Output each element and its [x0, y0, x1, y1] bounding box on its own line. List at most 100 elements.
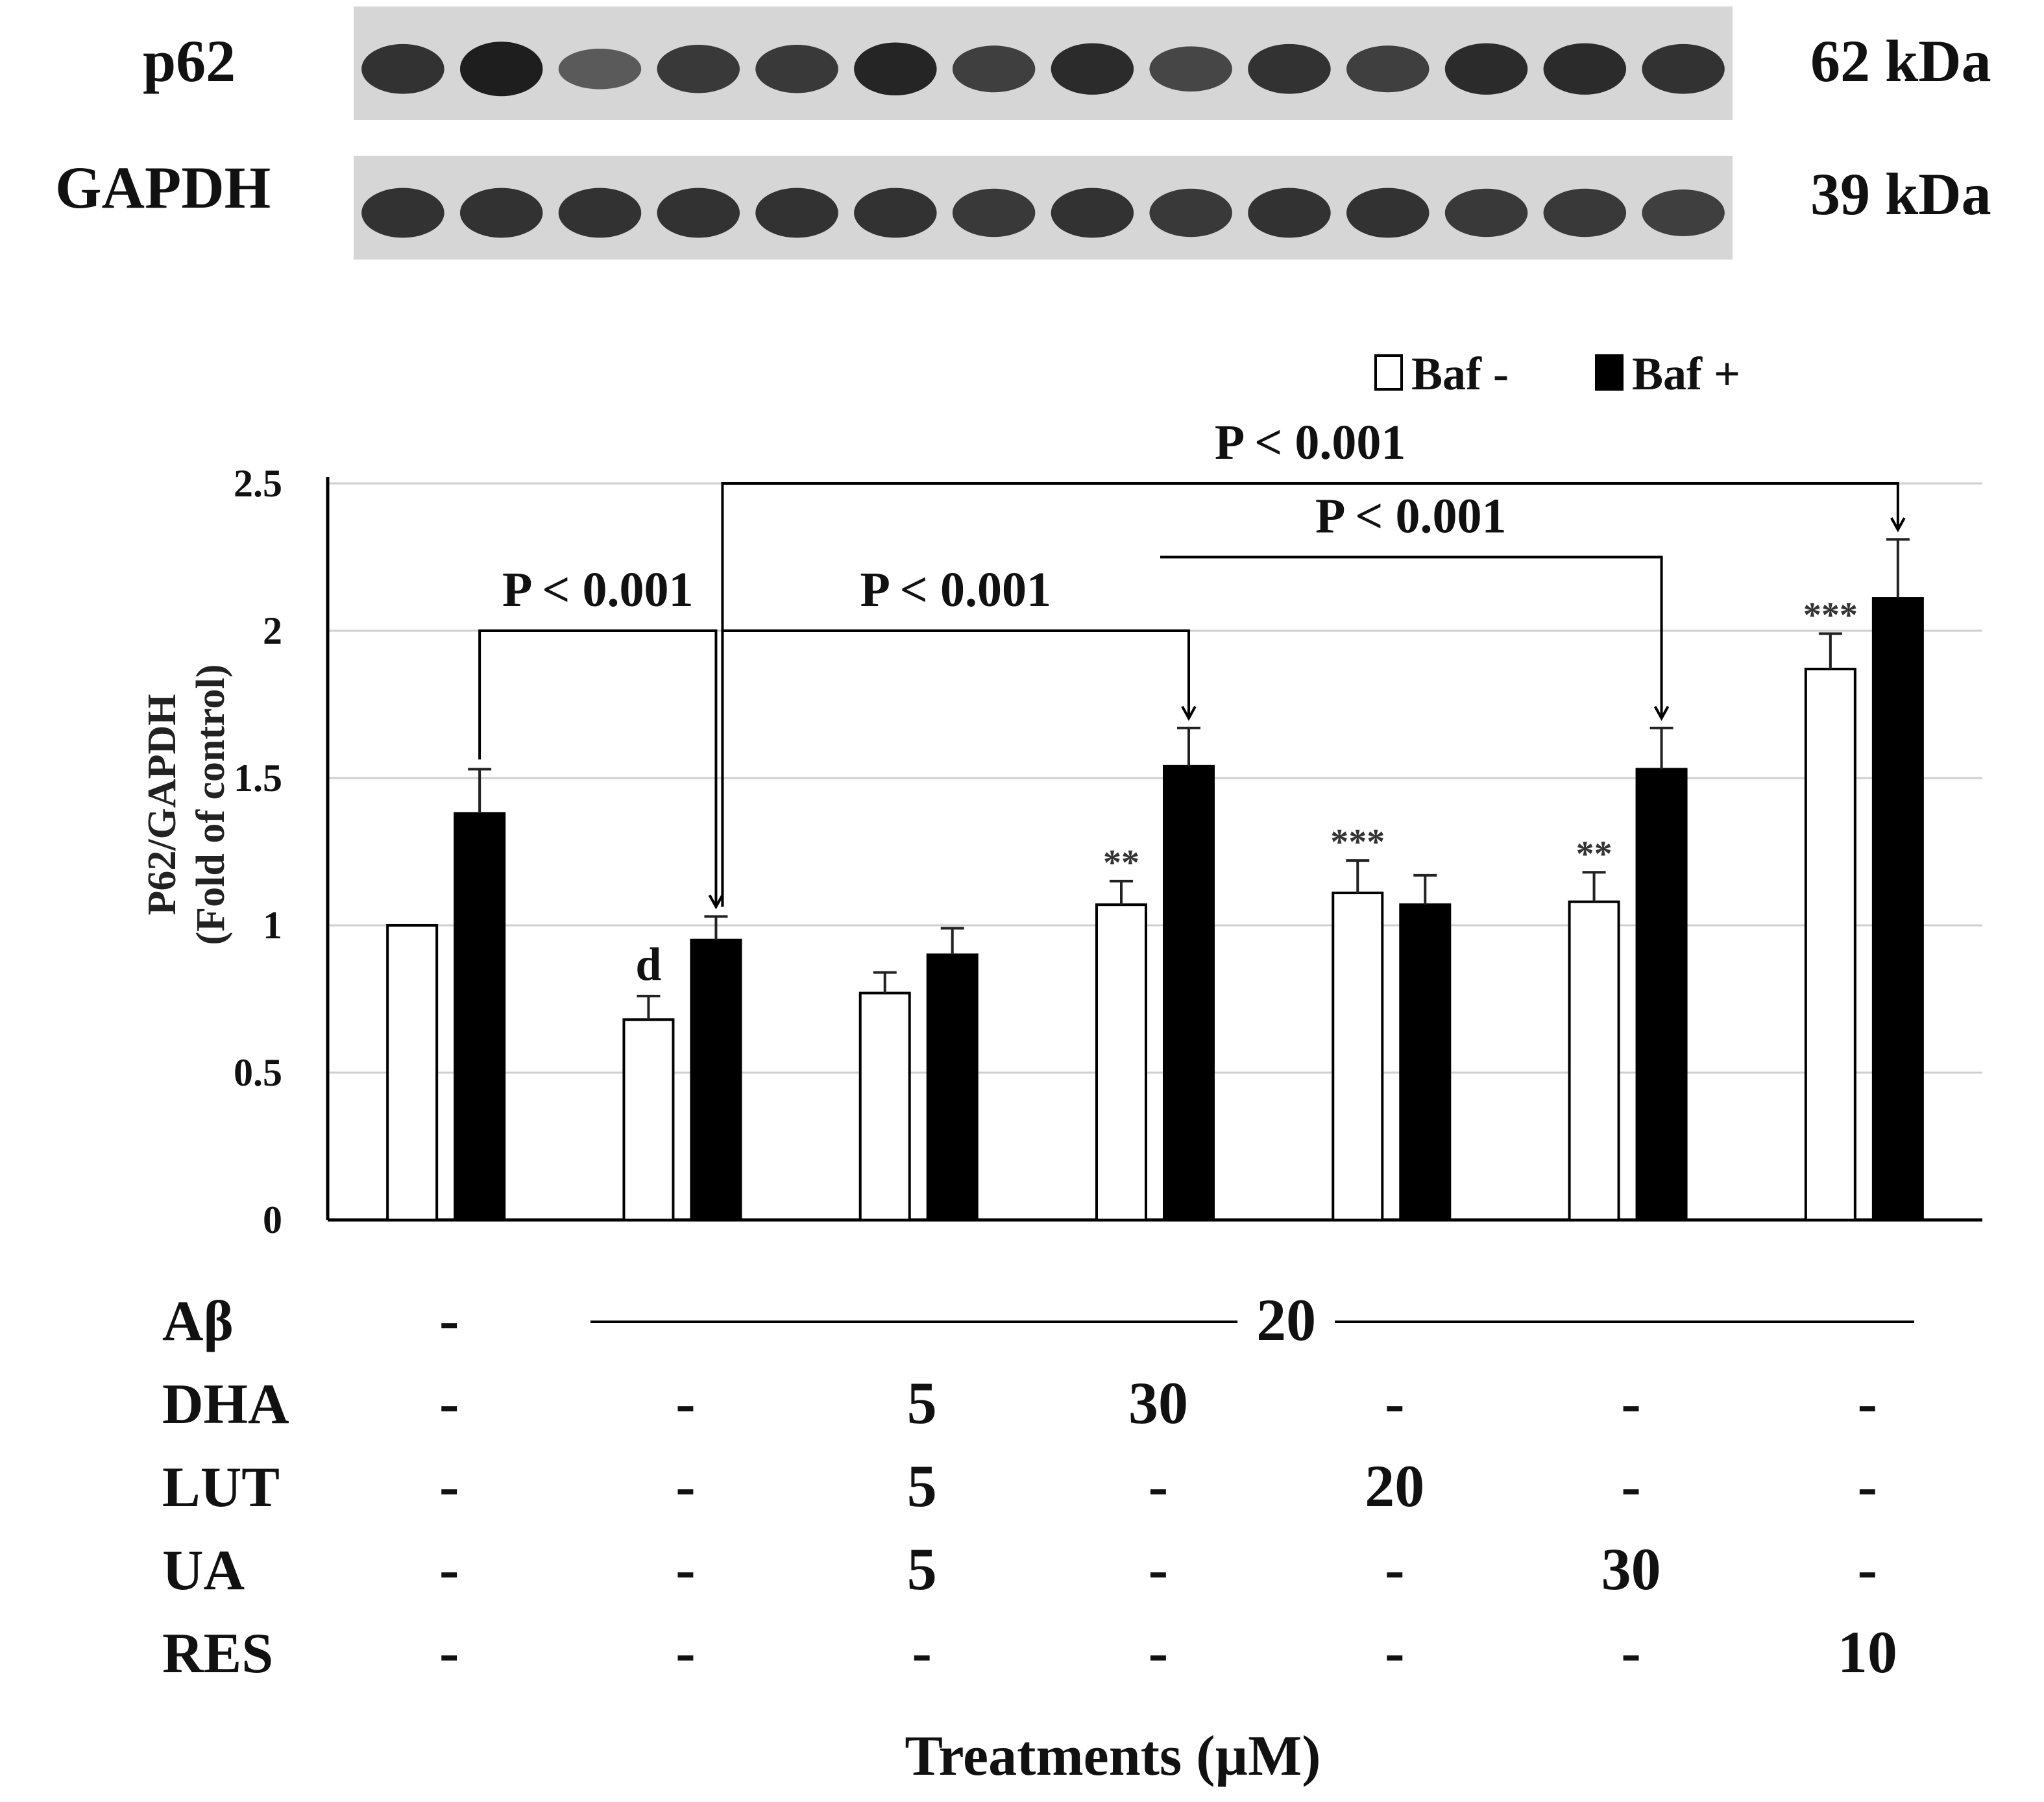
treatment-value: 30	[1128, 1370, 1188, 1436]
blot-band	[1543, 43, 1627, 95]
y-tick-label: 2	[263, 609, 282, 652]
comparison-arrow	[1890, 517, 1906, 533]
y-axis-label: P62/GAPDH (Fold of control)	[140, 664, 233, 945]
blot-band	[657, 188, 740, 238]
bar-baf-minus-6	[1568, 900, 1620, 1222]
treatment-value: -	[675, 1453, 696, 1519]
p-value-label: P < 0.001	[860, 563, 1051, 617]
bar-baf-minus-4	[1095, 903, 1147, 1221]
treatment-value: 5	[907, 1453, 937, 1519]
treatment-value: -	[1149, 1619, 1169, 1685]
bar-baf-plus-6	[1635, 768, 1688, 1221]
blot-band	[459, 42, 543, 97]
treatment-value: -	[1858, 1536, 1878, 1602]
y-tick-label: 1.5	[234, 757, 282, 799]
treatment-row-label: DHA	[162, 1373, 289, 1436]
blot-band	[558, 49, 642, 90]
legend-label: Baf +	[1632, 348, 1740, 400]
treatment-row-label: LUT	[162, 1456, 280, 1519]
treatment-value: 5	[907, 1536, 937, 1602]
blot-size-label: 39 kDa	[1810, 161, 1991, 227]
significance-mark: ***	[1330, 822, 1385, 862]
y-tick-label: 2.5	[234, 462, 282, 505]
blot-band	[952, 188, 1036, 237]
bar-baf-plus-1	[454, 812, 506, 1221]
bar-baf-minus-5	[1332, 892, 1384, 1222]
treatment-value: -	[675, 1619, 696, 1685]
treatment-value: -	[1149, 1536, 1169, 1602]
treatment-value: -	[1385, 1536, 1405, 1602]
blot-band	[854, 42, 937, 96]
comparison-arrow	[708, 894, 724, 910]
blot-band	[1051, 43, 1134, 95]
y-tick-label: 1	[263, 904, 282, 947]
blot-band	[1444, 43, 1528, 95]
treatment-value: 20	[1256, 1287, 1316, 1353]
y-axis-label-line1: P62/GAPDH	[140, 694, 184, 916]
bar-baf-plus-3	[926, 953, 979, 1222]
treatment-value: 30	[1601, 1536, 1661, 1602]
bar-baf-minus-2	[622, 1018, 675, 1222]
legend-swatch-baf-minus	[1374, 354, 1403, 391]
treatment-row-label: RES	[162, 1622, 273, 1685]
bar-baf-plus-4	[1163, 764, 1215, 1221]
blot-band	[459, 188, 543, 238]
p-value-label: P < 0.001	[1215, 415, 1406, 470]
treatment-table: Aβ - 20 DHA - - 5 30 - - - LUT - - 5 - 20 - - UA - - 5 - - 30 - RES…	[162, 1287, 1914, 1788]
comparison-bracket	[721, 482, 1899, 907]
blot-band	[952, 45, 1036, 93]
treatment-value: -	[1385, 1619, 1405, 1685]
bar-baf-minus-1	[386, 924, 439, 1221]
blot-band	[1149, 188, 1232, 237]
blot-band	[1543, 188, 1627, 237]
treatment-value: -	[439, 1619, 459, 1685]
blot-band	[1248, 188, 1331, 238]
comparison-bracket	[1160, 555, 1663, 718]
blot-band	[558, 188, 642, 238]
treatment-value: -	[1385, 1370, 1405, 1436]
blot-band	[854, 188, 937, 238]
blot-band	[1642, 43, 1725, 94]
treatment-value: -	[1621, 1619, 1641, 1685]
treatment-value: 10	[1838, 1619, 1897, 1685]
bar-baf-minus-3	[858, 992, 911, 1222]
treatment-value: -	[1621, 1370, 1641, 1436]
bar-baf-plus-7	[1871, 597, 1924, 1221]
significance-mark: d	[635, 938, 661, 990]
x-axis-label: Treatments (µM)	[905, 1725, 1320, 1788]
blot-band	[361, 43, 444, 94]
treatment-value: -	[1858, 1370, 1878, 1436]
treatment-value: -	[675, 1536, 696, 1602]
blot-band	[657, 45, 740, 93]
blot-protein-label: GAPDH	[55, 154, 271, 221]
legend-swatch-baf-plus	[1595, 354, 1624, 391]
treatment-value: -	[1621, 1453, 1641, 1519]
bar-baf-minus-7	[1804, 668, 1856, 1221]
blot-band	[1346, 188, 1430, 238]
treatment-value: -	[439, 1536, 459, 1602]
blot-band	[1444, 188, 1528, 237]
p-value-label: P < 0.001	[502, 563, 694, 617]
treatment-value: -	[912, 1619, 932, 1685]
treatment-value: -	[675, 1370, 696, 1436]
treatment-row-label: Aβ	[162, 1290, 234, 1353]
treatment-row-label: UA	[162, 1539, 245, 1602]
blot-band	[1149, 46, 1232, 92]
treatment-value: -	[439, 1287, 459, 1353]
y-axis-label-line2: (Fold of control)	[189, 664, 233, 945]
treatment-value: -	[1149, 1453, 1169, 1519]
significance-mark: **	[1576, 834, 1612, 874]
western-blot: p62 62 kDa GAPDH 39 kDa	[55, 6, 1991, 260]
y-tick-label: 0.5	[234, 1051, 282, 1094]
blot-band	[1248, 43, 1331, 94]
blot-band	[1051, 188, 1134, 238]
treatment-value: 5	[907, 1370, 937, 1436]
blot-size-label: 62 kDa	[1810, 28, 1991, 94]
treatment-value: -	[439, 1453, 459, 1519]
treatment-value: -	[439, 1370, 459, 1436]
bar-baf-plus-5	[1399, 903, 1452, 1221]
bar-baf-plus-2	[690, 938, 742, 1221]
legend-label: Baf -	[1411, 348, 1509, 400]
comparison-bracket	[478, 629, 718, 907]
